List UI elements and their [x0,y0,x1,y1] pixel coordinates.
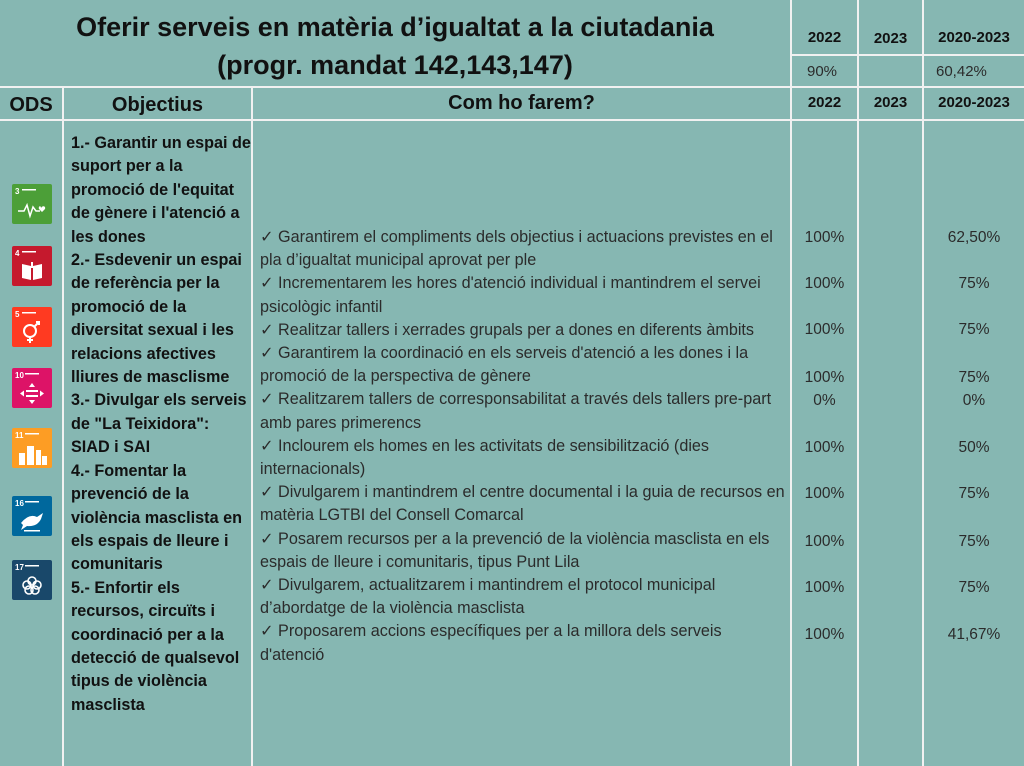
svg-text:5: 5 [15,310,20,319]
column-header-com: Com ho farem? [448,92,595,114]
sdg-3-heartbeat-icon: 3 [12,184,52,224]
summary-2022: 90% [807,63,838,80]
svg-text:16: 16 [15,499,24,508]
action-item: ✓ Garantirem el compliments dels objecti… [260,228,773,270]
value-range: 75% [958,533,990,550]
value-range: 75% [958,321,990,338]
title-line-2: (progr. mandat 142,143,147) [217,50,573,80]
sdg-5-gender-icon: 5 [12,307,52,347]
action-item: ✓ Realitzar tallers i xerrades grupals p… [260,320,755,339]
summary-range: 60,42% [936,63,987,80]
action-item: ✓ Inclourem els homes en les activitats … [260,436,710,479]
objective-item: 2.- Esdevenir un espai de referència per… [71,251,242,387]
objective-item: 3.- Divulgar els serveis de "La Teixidor… [71,391,247,457]
value-2022: 100% [804,369,845,386]
column-header-ods: ODS [9,94,53,116]
divider-h-summary [790,54,1024,56]
value-range: 62,50% [947,229,1001,246]
page-title: Oferir serveis en matèria d’igualtat a l… [0,8,790,84]
value-2022: 100% [804,485,845,502]
value-2022: 100% [804,533,845,550]
value-2022: 100% [804,579,845,596]
svg-text:11: 11 [15,431,24,440]
sdg-16-dove-icon: 16 [12,496,52,536]
value-2022: 100% [804,439,845,456]
column-header-objectius: Objectius [111,94,204,116]
sdg-10-inequality-icon: 10 [12,368,52,408]
value-2022: 100% [804,275,845,292]
divider-h-columns [0,119,1024,121]
divider-v-range [922,0,924,766]
column-header-2023: 2023 [873,94,908,111]
value-range: 50% [958,439,990,456]
column-header-2022: 2022 [807,94,842,111]
value-2022: 100% [804,321,845,338]
value-range: 75% [958,275,990,292]
value-range: 0% [962,392,986,409]
divider-v-objectius [251,88,253,766]
objective-item: 4.- Fomentar la prevenció de la violènci… [71,461,242,574]
value-range: 75% [958,579,990,596]
divider-v-ods [62,88,64,766]
action-item: ✓ Incrementarem les hores d'atenció indi… [260,274,761,316]
objective-item: 1.- Garantir un espai de suport per a la… [71,134,251,246]
svg-text:3: 3 [15,187,20,196]
action-item: ✓ Garantirem la coordinació en els serve… [260,344,749,386]
divider-h-header [0,86,1024,88]
divider-v-2023 [857,0,859,766]
action-item: ✓ Realitzarem tallers de corresponsabili… [260,390,772,432]
title-line-1: Oferir serveis en matèria d’igualtat a l… [76,12,714,42]
sdg-17-partnership-icon: 17 [12,560,52,600]
objectives-list: 1.- Garantir un espai de suport per a la… [71,132,251,717]
divider-v-2022 [790,0,792,766]
svg-text:4: 4 [15,249,20,258]
value-2022: 100% [804,626,845,643]
column-header-range: 2020-2023 [938,94,1010,111]
action-item: ✓ Posarem recursos per a la prevenció de… [260,529,770,571]
svg-text:17: 17 [15,563,24,572]
value-range: 75% [958,485,990,502]
action-item: ✓ Divulgarem i mantindrem el centre docu… [260,483,785,525]
actions-list: ✓ Garantirem el compliments dels objecti… [260,226,790,667]
header-year-2022: 2022 [807,29,842,46]
objective-item: 5.- Enfortir els recursos, circuïts i co… [71,578,240,714]
value-2022: 100% [804,229,845,246]
header-year-2023: 2023 [873,30,908,47]
action-item: ✓ Proposarem accions específiques per a … [260,622,722,664]
value-2022: 0% [813,392,836,409]
header-year-range: 2020-2023 [938,29,1010,46]
value-range: 75% [958,369,990,386]
sdg-4-book-icon: 4 [12,246,52,286]
action-item: ✓ Divulgarem, actualitzarem i mantindrem… [260,576,716,618]
value-range: 41,67% [947,626,1001,643]
sdg-11-city-icon: 11 [12,428,52,468]
svg-text:10: 10 [15,371,24,380]
